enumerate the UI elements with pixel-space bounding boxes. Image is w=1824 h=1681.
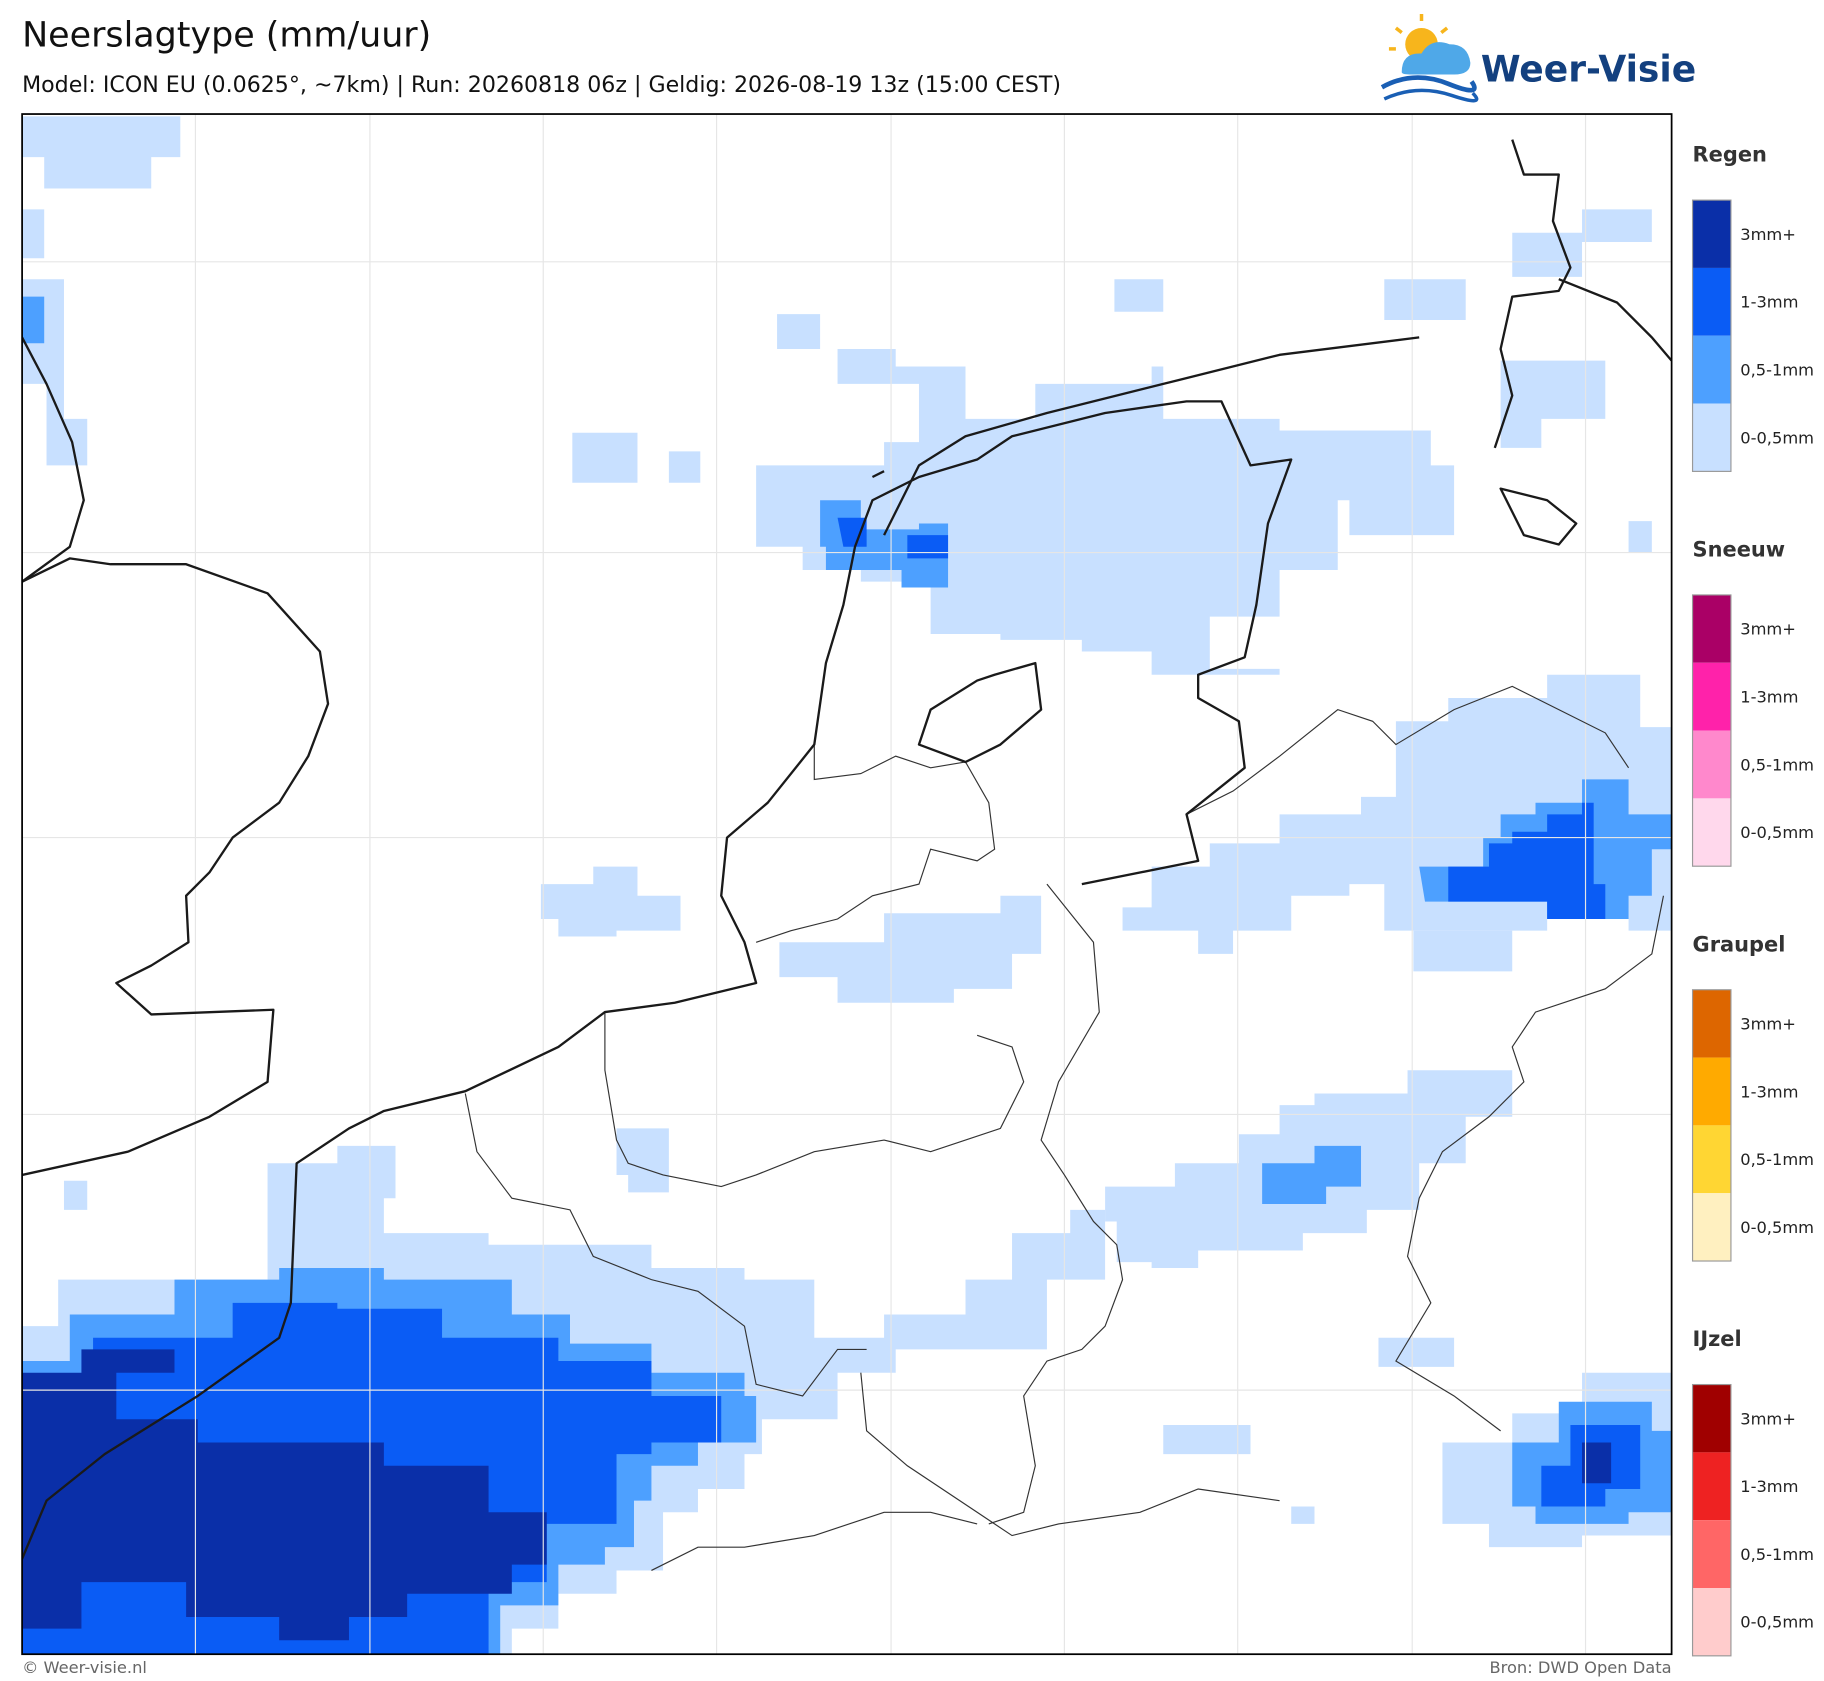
legend-swatch bbox=[1692, 1057, 1731, 1126]
logo-text: Weer-Visie bbox=[1481, 48, 1696, 90]
legend-swatch bbox=[1692, 403, 1731, 472]
legend-label: 1-3mm bbox=[1740, 687, 1798, 706]
legend-label: 3mm+ bbox=[1740, 620, 1796, 639]
legend-label: 0-0,5mm bbox=[1740, 428, 1814, 447]
map-frame bbox=[21, 113, 1673, 1656]
legend-swatch bbox=[1692, 798, 1731, 867]
legend-label: 0-0,5mm bbox=[1740, 823, 1814, 842]
legend-swatch bbox=[1692, 200, 1731, 268]
legend-label: 3mm+ bbox=[1740, 1409, 1796, 1428]
legend-swatch bbox=[1692, 989, 1731, 1058]
legend-outline bbox=[1691, 1383, 1732, 1657]
legend-label: 0,5-1mm bbox=[1740, 1545, 1814, 1564]
legend-swatch bbox=[1692, 1384, 1731, 1453]
legend-swatch bbox=[1692, 1452, 1731, 1521]
legend-swatch bbox=[1692, 335, 1731, 404]
legend-label: 0,5-1mm bbox=[1740, 1150, 1814, 1169]
coastline bbox=[22, 139, 1672, 1560]
legend-label: 0-0,5mm bbox=[1740, 1218, 1814, 1237]
legend-swatch bbox=[1692, 1193, 1731, 1262]
precip-very-heavy bbox=[22, 1349, 1612, 1641]
subtitle: Model: ICON EU (0.0625°, ~7km) | Run: 20… bbox=[22, 72, 1061, 98]
legend-title: Sneeuw bbox=[1693, 538, 1786, 562]
legend: Regen 3mm+ 1-3mm 0,5-1mm 0-0,5mm Sneeuw 3mm+ 1-… bbox=[1691, 143, 1814, 1657]
legend-label: 1-3mm bbox=[1740, 1477, 1798, 1496]
legend-label: 1-3mm bbox=[1740, 293, 1798, 312]
logo: Weer-Visie bbox=[1380, 13, 1696, 103]
legend-swatch bbox=[1692, 730, 1731, 799]
legend-swatch bbox=[1692, 267, 1731, 336]
legend-outline bbox=[1691, 594, 1732, 867]
map bbox=[22, 114, 1672, 1655]
borders bbox=[464, 685, 1665, 1571]
credit: © Weer-visie.nl bbox=[22, 1658, 147, 1677]
legend-swatch bbox=[1692, 1520, 1731, 1589]
legend-swatch bbox=[1692, 1588, 1731, 1656]
title: Neerslagtype (mm/uur) bbox=[22, 16, 431, 56]
legend-title: Graupel bbox=[1693, 932, 1786, 956]
legend-outline bbox=[1691, 199, 1732, 472]
legend-label: 3mm+ bbox=[1740, 1014, 1796, 1033]
legend-label: 3mm+ bbox=[1740, 225, 1796, 244]
source: Bron: DWD Open Data bbox=[1489, 1658, 1671, 1677]
legend-label: 0,5-1mm bbox=[1740, 755, 1814, 774]
legend-label: 0,5-1mm bbox=[1740, 360, 1814, 379]
legend-swatch bbox=[1692, 594, 1731, 663]
legend-swatch bbox=[1692, 1125, 1731, 1194]
legend-label: 0-0,5mm bbox=[1740, 1613, 1814, 1632]
legend-title: Regen bbox=[1693, 143, 1767, 167]
legend-label: 1-3mm bbox=[1740, 1082, 1798, 1101]
legend-title: IJzel bbox=[1693, 1327, 1742, 1351]
legend-outline bbox=[1691, 989, 1732, 1262]
grid bbox=[22, 114, 1672, 1655]
legend-swatch bbox=[1692, 662, 1731, 731]
